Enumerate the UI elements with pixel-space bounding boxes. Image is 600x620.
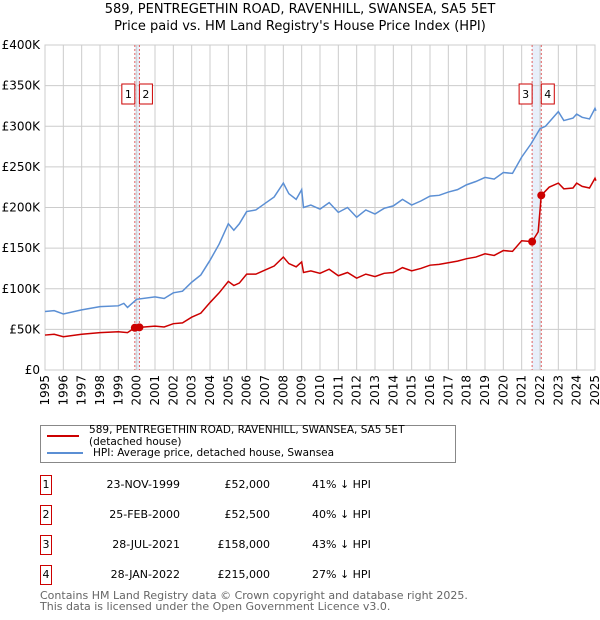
transaction-row: 3 28-JUL-2021 £158,000 43% ↓ HPI: [40, 535, 440, 555]
transaction-row: 1 23-NOV-1999 £52,000 41% ↓ HPI: [40, 475, 440, 495]
sale-number-badge: 2: [40, 505, 52, 525]
y-tick-label: £350K: [2, 79, 42, 93]
x-tick-label: 2014: [386, 375, 400, 406]
x-tick-label: 1999: [111, 375, 125, 406]
sale-number-badge: 1: [40, 475, 52, 495]
x-tick-label: 2019: [478, 375, 492, 406]
x-tick-label: 2009: [295, 375, 309, 406]
x-tick-label: 2001: [148, 375, 162, 406]
x-tick-label: 2015: [405, 375, 419, 406]
legend-item-property: 589, PENTREGETHIN ROAD, RAVENHILL, SWANS…: [47, 424, 455, 448]
sale-label: 3: [522, 88, 529, 101]
sale-price: £158,000: [217, 538, 271, 551]
y-tick-label: £300K: [2, 119, 42, 133]
footer-line-2: This data is licensed under the Open Gov…: [40, 600, 391, 613]
x-tick-label: 2012: [350, 375, 364, 406]
y-tick-label: £400K: [2, 38, 42, 52]
x-tick-label: 2007: [258, 375, 272, 406]
x-tick-label: 1997: [75, 375, 89, 406]
sale-label: 1: [125, 88, 132, 101]
x-tick-label: 2024: [570, 375, 584, 406]
sale-price: £215,000: [217, 568, 271, 581]
sale-date: 28-JUL-2021: [112, 538, 180, 551]
sale-number-badge: 3: [40, 535, 52, 555]
sale-label-box: [121, 83, 136, 105]
x-tick-label: 2002: [166, 375, 180, 406]
sale-price: £52,500: [224, 508, 271, 521]
transaction-row: 2 25-FEB-2000 £52,500 40% ↓ HPI: [40, 505, 440, 525]
y-tick-label: £0: [25, 363, 40, 377]
y-tick-label: £100K: [2, 282, 42, 296]
footer-line-1: Contains HM Land Registry data © Crown c…: [40, 589, 468, 602]
legend-item-hpi: HPI: Average price, detached house, Swan…: [47, 445, 334, 461]
legend-label: HPI: Average price, detached house, Swan…: [93, 447, 335, 459]
sale-number-badge: 4: [40, 565, 52, 585]
legend: 589, PENTREGETHIN ROAD, RAVENHILL, SWANS…: [40, 424, 456, 463]
sale-label: 2: [142, 88, 149, 101]
sale-label-box: [138, 83, 153, 105]
x-tick-label: 2010: [313, 375, 327, 406]
sale-hpi-diff: 41% ↓ HPI: [312, 478, 371, 491]
x-tick-label: 2013: [368, 375, 382, 406]
price-chart: £0 £50K £100K £150K £200K £250K £300K £350K £400…: [2, 38, 600, 406]
y-tick-label: £50K: [9, 322, 41, 336]
x-tick-label: 2023: [551, 375, 565, 406]
x-tick-label: 2008: [276, 375, 290, 406]
sale-point: [135, 323, 144, 332]
x-tick-label: 2022: [533, 375, 547, 406]
x-tick-label: 2017: [441, 375, 455, 406]
footer: Contains HM Land Registry data © Crown c…: [40, 590, 468, 612]
chart-title: 589, PENTREGETHIN ROAD, RAVENHILL, SWANS…: [104, 2, 496, 17]
y-tick-label: £150K: [2, 241, 42, 255]
x-tick-label: 2020: [496, 375, 510, 406]
x-tick-label: 2005: [221, 375, 235, 406]
sale-label-box: [518, 83, 533, 105]
x-tick-label: 2011: [331, 375, 345, 406]
hpi-line: [44, 106, 597, 315]
sale-date: 28-JAN-2022: [110, 568, 180, 581]
legend-swatch-red: [47, 435, 80, 437]
x-tick-label: 1996: [56, 375, 70, 406]
sale-label-box: [540, 83, 555, 105]
x-tick-label: 2025: [588, 375, 600, 406]
x-tick-label: 2016: [423, 375, 437, 406]
chart-subtitle: Price paid vs. HM Land Registry's House …: [114, 19, 486, 34]
sale-hpi-diff: 43% ↓ HPI: [312, 538, 371, 551]
sale-label: 4: [544, 88, 551, 101]
legend-swatch-blue: [47, 452, 83, 454]
x-tick-label: 2003: [185, 375, 199, 406]
sale-hpi-diff: 27% ↓ HPI: [312, 568, 371, 581]
sale-price: £52,000: [224, 478, 271, 491]
y-tick-label: £200K: [2, 201, 42, 215]
x-tick-label: 2004: [203, 375, 217, 406]
x-tick-label: 2006: [240, 375, 254, 406]
x-tick-label: 2021: [515, 375, 529, 406]
x-tick-label: 2018: [460, 375, 474, 406]
sale-date: 23-NOV-1999: [106, 478, 180, 491]
x-tick-label: 1998: [93, 375, 107, 406]
x-tick-label: 1995: [38, 375, 52, 406]
sale-point: [537, 191, 546, 200]
sale-point: [528, 237, 537, 246]
sale-date: 25-FEB-2000: [109, 508, 180, 521]
transaction-row: 4 28-JAN-2022 £215,000 27% ↓ HPI: [40, 565, 440, 585]
sale-hpi-diff: 40% ↓ HPI: [312, 508, 371, 521]
y-tick-label: £250K: [2, 160, 42, 174]
legend-label: 589, PENTREGETHIN ROAD, RAVENHILL, SWANS…: [89, 424, 405, 448]
x-tick-label: 2000: [130, 375, 144, 406]
